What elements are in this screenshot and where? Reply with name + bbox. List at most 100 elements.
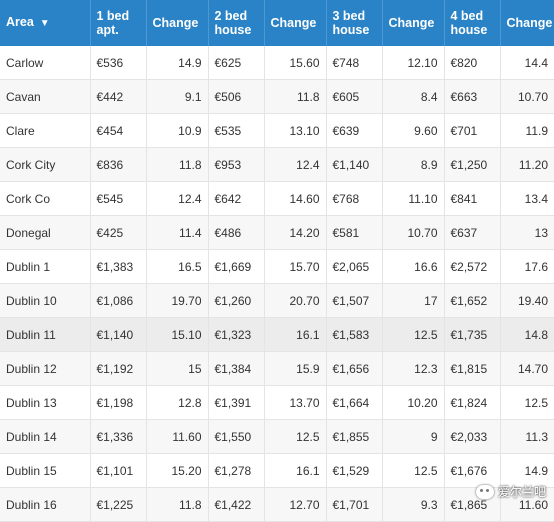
table-row: Dublin 13 €1,198 12.8 €1,391 13.70 €1,664 10.2… [0, 385, 554, 420]
table-row: Cork Co €545 12.4 €642 14.60 €768 11.10 €841 13.… [0, 181, 554, 216]
change-cell: 16.1 [264, 453, 327, 488]
rent-cell: €1,824 [444, 385, 501, 420]
change-cell: 10.70 [382, 215, 445, 250]
change-cell: 9.3 [382, 487, 445, 522]
watermark-text: 爱尔兰吧 [497, 485, 546, 499]
rent-cell: €625 [208, 46, 265, 80]
rent-cell: €1,701 [326, 487, 383, 522]
change-cell: 11.9 [500, 113, 554, 148]
change-cell: 10.70 [500, 79, 554, 114]
rent-cell: €1,383 [90, 249, 147, 284]
area-cell: Dublin 16 [0, 487, 91, 522]
table-row: Dublin 12 €1,192 15 €1,384 15.9 €1,656 12.3 €1,… [0, 351, 554, 386]
rent-cell: €1,250 [444, 147, 501, 182]
sort-desc-icon[interactable]: ▼ [39, 18, 50, 29]
change-cell: 12.3 [382, 351, 445, 386]
change-cell: 12.5 [500, 385, 554, 420]
header-row: Area ▼ 1 bed apt. Change 2 bed house Change… [0, 0, 554, 46]
change-cell: 9.1 [146, 79, 209, 114]
change-cell: 15 [146, 351, 209, 386]
header-change[interactable]: Change [264, 0, 327, 46]
change-cell: 11.8 [146, 147, 209, 182]
header-2bed-house[interactable]: 2 bed house [208, 0, 265, 46]
change-cell: 12.5 [382, 317, 445, 352]
change-cell: 17 [382, 283, 445, 318]
change-cell: 13.4 [500, 181, 554, 216]
table-row: Donegal €425 11.4 €486 14.20 €581 10.70 €637 13 [0, 215, 554, 250]
rent-cell: €2,572 [444, 249, 501, 284]
header-change[interactable]: Change [382, 0, 445, 46]
header-area[interactable]: Area ▼ [0, 0, 91, 46]
change-cell: 11.20 [500, 147, 554, 182]
table-row: Cavan €442 9.1 €506 11.8 €605 8.4 €663 10.70 [0, 79, 554, 114]
change-cell: 14.8 [500, 317, 554, 352]
rent-cell: €841 [444, 181, 501, 216]
change-cell: 19.40 [500, 283, 554, 318]
rent-cell: €1,815 [444, 351, 501, 386]
rent-cell: €1,198 [90, 385, 147, 420]
rent-cell: €1,656 [326, 351, 383, 386]
area-cell: Dublin 13 [0, 385, 91, 420]
change-cell: 11.8 [264, 79, 327, 114]
rent-cell: €1,260 [208, 283, 265, 318]
change-cell: 11.8 [146, 487, 209, 522]
change-cell: 19.70 [146, 283, 209, 318]
table-row: Dublin 14 €1,336 11.60 €1,550 12.5 €1,855 9 €2,… [0, 419, 554, 454]
rent-cell: €605 [326, 79, 383, 114]
change-cell: 12.70 [264, 487, 327, 522]
area-cell: Dublin 11 [0, 317, 91, 352]
rent-cell: €545 [90, 181, 147, 216]
rent-cell: €486 [208, 215, 265, 250]
rent-cell: €2,065 [326, 249, 383, 284]
area-cell: Carlow [0, 46, 91, 80]
rent-cell: €639 [326, 113, 383, 148]
change-cell: 13.10 [264, 113, 327, 148]
header-1bed-apt[interactable]: 1 bed apt. [90, 0, 147, 46]
header-change[interactable]: Change [500, 0, 554, 46]
rent-cell: €701 [444, 113, 501, 148]
area-cell: Dublin 12 [0, 351, 91, 386]
rent-cell: €836 [90, 147, 147, 182]
rent-cell: €1,676 [444, 453, 501, 488]
change-cell: 11.4 [146, 215, 209, 250]
rent-cell: €748 [326, 46, 383, 80]
header-4bed-house[interactable]: 4 bed house [444, 0, 501, 46]
area-cell: Clare [0, 113, 91, 148]
header-3bed-house[interactable]: 3 bed house [326, 0, 383, 46]
change-cell: 13 [500, 215, 554, 250]
change-cell: 14.60 [264, 181, 327, 216]
wechat-icon [475, 484, 494, 499]
rent-cell: €1,669 [208, 249, 265, 284]
change-cell: 12.4 [264, 147, 327, 182]
change-cell: 20.70 [264, 283, 327, 318]
rent-cell: €953 [208, 147, 265, 182]
change-cell: 9.60 [382, 113, 445, 148]
table-row: Dublin 1 €1,383 16.5 €1,669 15.70 €2,065 16.6 €… [0, 249, 554, 284]
rent-cell: €663 [444, 79, 501, 114]
table-row: Carlow €536 14.9 €625 15.60 €748 12.10 €820 14.4 [0, 46, 554, 80]
area-cell: Dublin 15 [0, 453, 91, 488]
rent-cell: €1,583 [326, 317, 383, 352]
change-cell: 14.9 [146, 46, 209, 80]
change-cell: 10.9 [146, 113, 209, 148]
watermark: 爱尔兰吧 [475, 483, 546, 500]
change-cell: 11.3 [500, 419, 554, 454]
rent-cell: €637 [444, 215, 501, 250]
rent-cell: €1,652 [444, 283, 501, 318]
rent-cell: €1,529 [326, 453, 383, 488]
change-cell: 15.10 [146, 317, 209, 352]
change-cell: 13.70 [264, 385, 327, 420]
rent-cell: €536 [90, 46, 147, 80]
change-cell: 12.4 [146, 181, 209, 216]
change-cell: 11.10 [382, 181, 445, 216]
rent-cell: €1,507 [326, 283, 383, 318]
area-cell: Donegal [0, 215, 91, 250]
rent-cell: €1,323 [208, 317, 265, 352]
change-cell: 14.20 [264, 215, 327, 250]
header-change[interactable]: Change [146, 0, 209, 46]
rent-cell: €642 [208, 181, 265, 216]
rent-cell: €1,140 [326, 147, 383, 182]
change-cell: 8.9 [382, 147, 445, 182]
change-cell: 12.10 [382, 46, 445, 80]
